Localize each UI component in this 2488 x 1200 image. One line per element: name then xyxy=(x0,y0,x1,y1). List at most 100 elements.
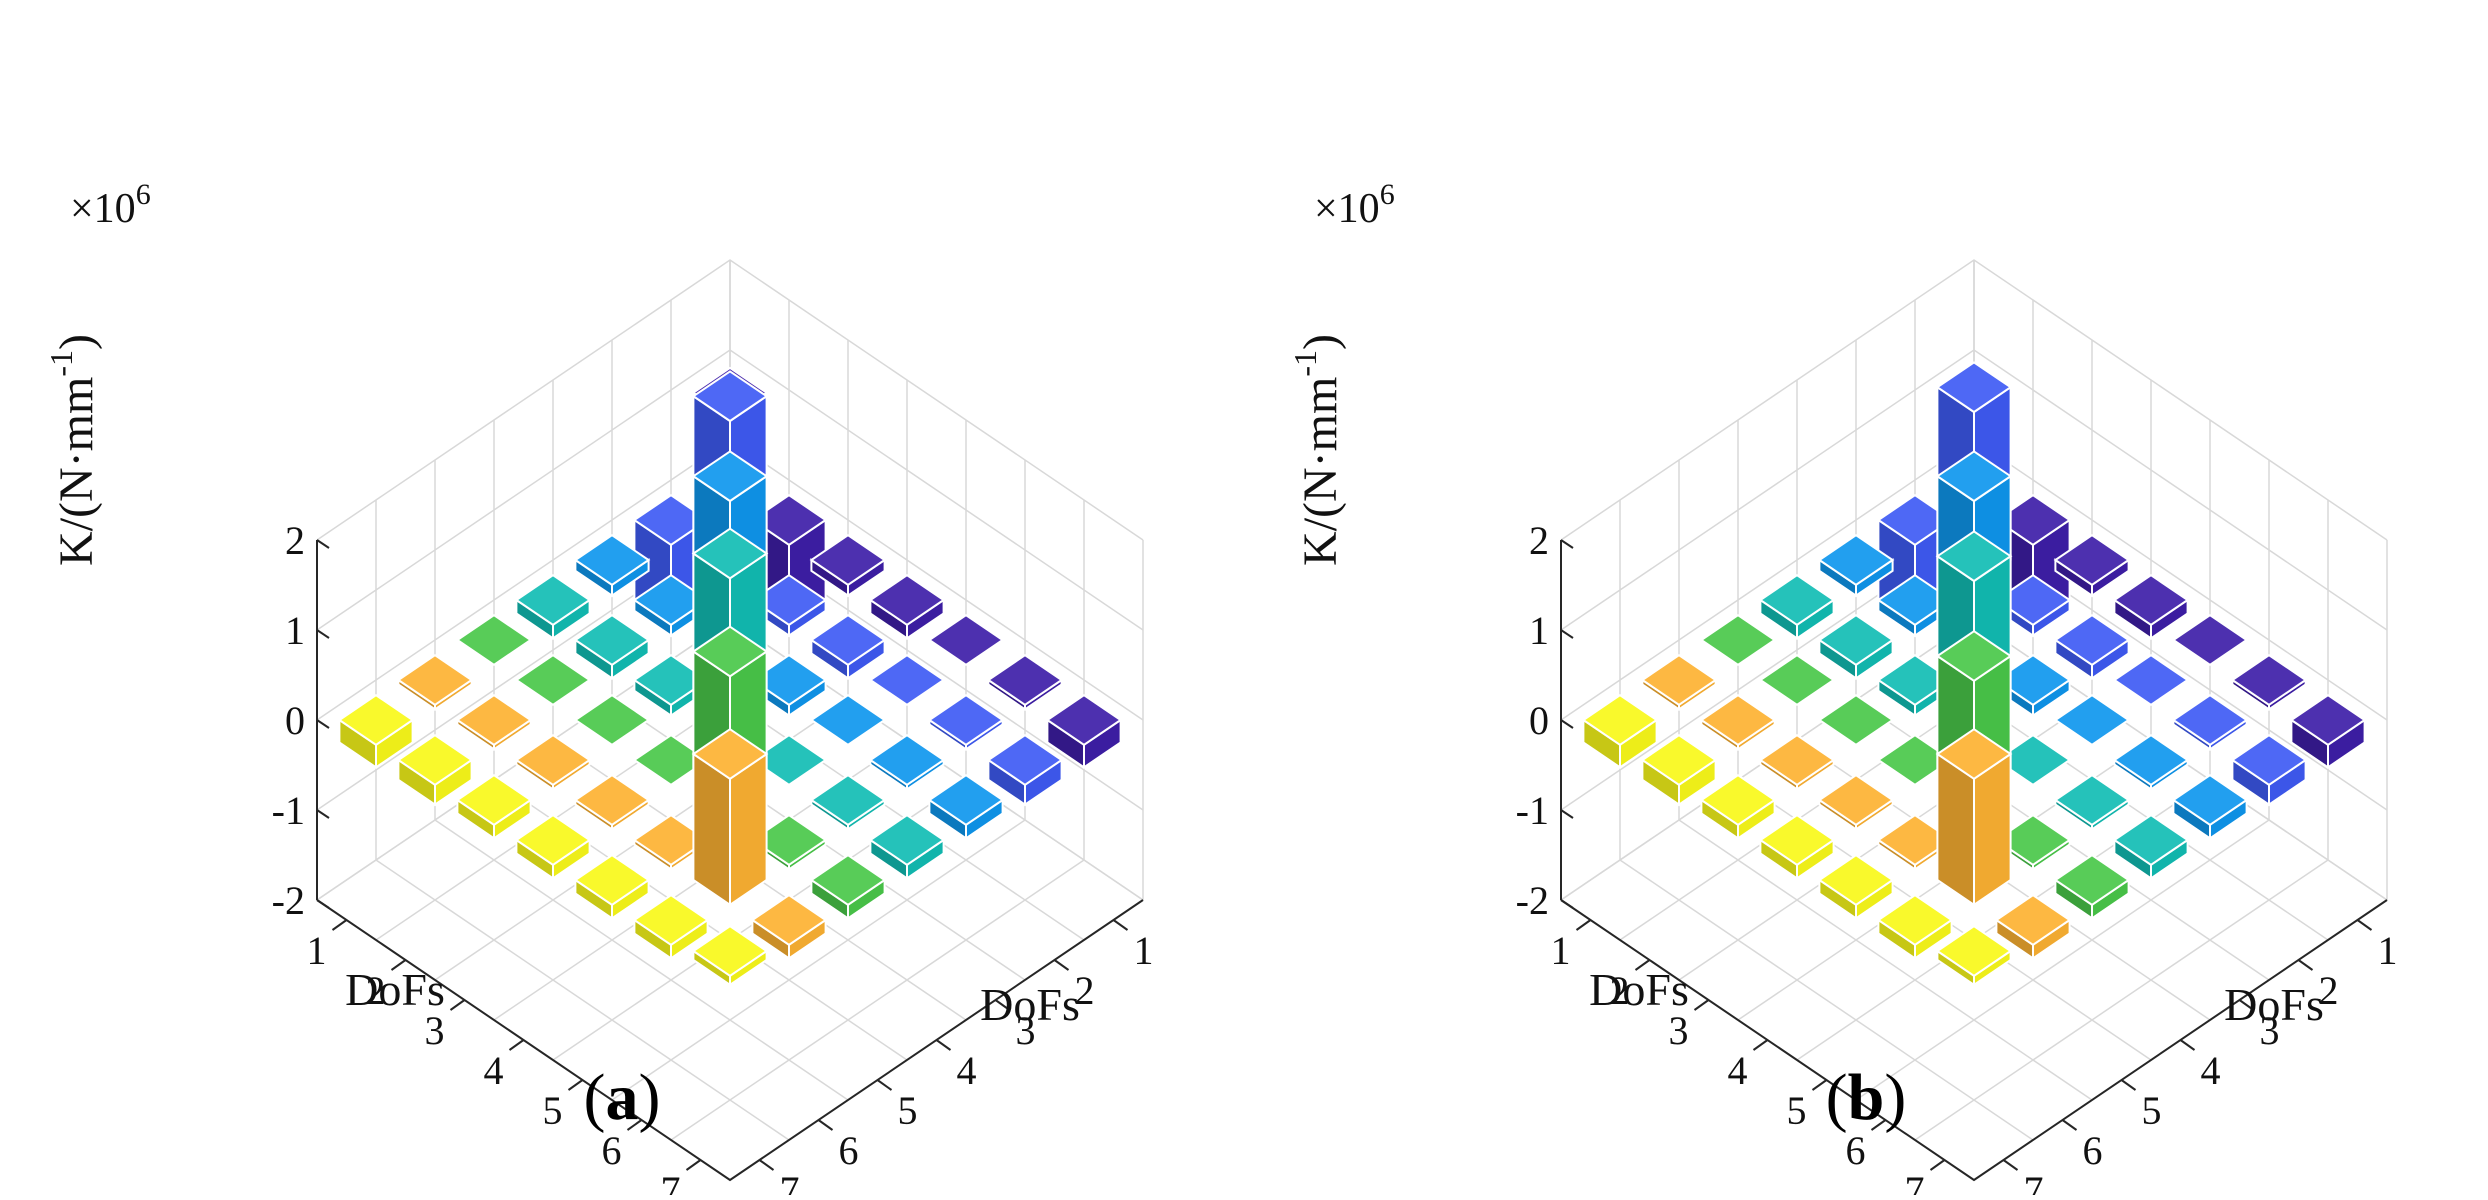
bar xyxy=(868,653,946,707)
bar xyxy=(691,727,769,907)
col-tick-label: 4 xyxy=(957,1048,977,1093)
row-tick-label: 1 xyxy=(1551,928,1571,973)
bar xyxy=(1640,733,1718,807)
z-axis-label-sup: -1 xyxy=(43,350,79,377)
row-tick xyxy=(331,919,348,931)
bar xyxy=(927,693,1005,752)
col-tick-label: 3 xyxy=(2260,1008,2280,1053)
row-tick xyxy=(1752,1039,1769,1051)
z-exponent-base: ×10 xyxy=(1314,186,1380,232)
grid-line xyxy=(1560,259,2388,541)
y-axis-label: DoFs xyxy=(2224,979,2324,1030)
row-tick-label: 5 xyxy=(1787,1088,1807,1133)
grid-line xyxy=(611,819,1026,1101)
bar xyxy=(1817,853,1895,921)
row-tick xyxy=(567,1079,584,1091)
col-tick xyxy=(2002,1159,2019,1171)
bar xyxy=(1045,693,1123,770)
bar xyxy=(573,853,651,921)
col-tick xyxy=(758,1159,775,1171)
bar xyxy=(455,693,533,752)
z-tick-label: -2 xyxy=(272,878,305,923)
bar xyxy=(868,813,946,881)
bar xyxy=(1817,613,1895,681)
z-tick xyxy=(316,719,330,729)
bar xyxy=(868,733,946,792)
col-tick xyxy=(935,1039,952,1051)
grid-line xyxy=(1619,859,2034,1141)
floor-axis-line xyxy=(1560,899,2388,1182)
z-tick xyxy=(316,899,330,909)
z-tick xyxy=(1560,539,1574,549)
col-tick xyxy=(876,1079,893,1091)
z-exponent-power: 6 xyxy=(1380,178,1395,211)
bar xyxy=(1699,613,1777,667)
row-tick xyxy=(508,1039,525,1051)
bar xyxy=(632,893,710,961)
bar xyxy=(1817,773,1895,832)
bar xyxy=(2053,533,2131,598)
col-tick xyxy=(1053,959,1070,971)
col-tick-label: 6 xyxy=(2083,1128,2103,1173)
bar xyxy=(809,693,887,747)
bar xyxy=(2112,813,2190,881)
grid-line xyxy=(670,859,1085,1141)
bar xyxy=(2171,613,2249,667)
bar xyxy=(2053,613,2131,681)
bar xyxy=(1817,693,1895,747)
bar xyxy=(2112,653,2190,707)
col-tick xyxy=(1112,919,1129,931)
bar xyxy=(1640,653,1718,712)
z-tick-label: 1 xyxy=(285,608,305,653)
col-tick xyxy=(817,1119,834,1131)
row-tick-label: 3 xyxy=(425,1008,445,1053)
z-tick-label: -1 xyxy=(272,788,305,833)
bar xyxy=(514,733,592,792)
z-axis-label-close: ) xyxy=(1294,334,1347,350)
z-tick xyxy=(1560,809,1574,819)
z-tick xyxy=(316,629,330,639)
x-axis-label: DoFs xyxy=(345,964,445,1015)
z-axis-label-text: K/(N·mm xyxy=(50,377,103,566)
z-exponent-power: 6 xyxy=(136,178,151,211)
row-tick xyxy=(685,1159,702,1171)
bar xyxy=(750,893,828,961)
row-tick xyxy=(1811,1079,1828,1091)
row-tick-label: 6 xyxy=(1846,1128,1866,1173)
bar xyxy=(1817,533,1895,598)
bar xyxy=(2230,733,2308,807)
grid-line xyxy=(1678,819,2093,1101)
grid-line xyxy=(1855,819,2270,1101)
z-tick xyxy=(316,539,330,549)
bar xyxy=(2053,773,2131,832)
caption-a: (a) xyxy=(583,1061,661,1134)
col-tick xyxy=(2297,959,2314,971)
col-tick-label: 2 xyxy=(1075,968,1095,1013)
bars xyxy=(337,366,1123,987)
bar xyxy=(455,773,533,841)
col-tick-label: 5 xyxy=(898,1088,918,1133)
bar xyxy=(809,613,887,681)
z-tick-label: 2 xyxy=(1529,518,1549,563)
panel-b: -2 -1 0 1 2 1 2 3 4 5 6 7 1 2 3 4 5 6 7 DoFs DoFs K/(N·mm-1) ×… xyxy=(1244,0,2488,1200)
z-tick xyxy=(1560,899,1574,909)
bars xyxy=(1581,361,2367,987)
bar xyxy=(809,773,887,832)
z-axis-label-text: K/(N·mm xyxy=(1294,377,1347,566)
panel-a: -2 -1 0 1 2 1 2 3 4 5 6 7 1 2 3 4 5 6 7 DoFs DoFs K/(N·mm-1) ×… xyxy=(0,0,1244,1200)
z-tick-label: 2 xyxy=(285,518,305,563)
bar xyxy=(986,653,1064,712)
z-exponent: ×106 xyxy=(70,178,151,232)
bar xyxy=(455,613,533,667)
z-tick-label: 0 xyxy=(1529,698,1549,743)
z-tick xyxy=(316,809,330,819)
bar xyxy=(1758,653,1836,707)
bar xyxy=(514,573,592,641)
col-tick-label: 1 xyxy=(2378,928,2398,973)
floor-axis-line xyxy=(316,899,1144,1182)
bar xyxy=(2053,693,2131,747)
